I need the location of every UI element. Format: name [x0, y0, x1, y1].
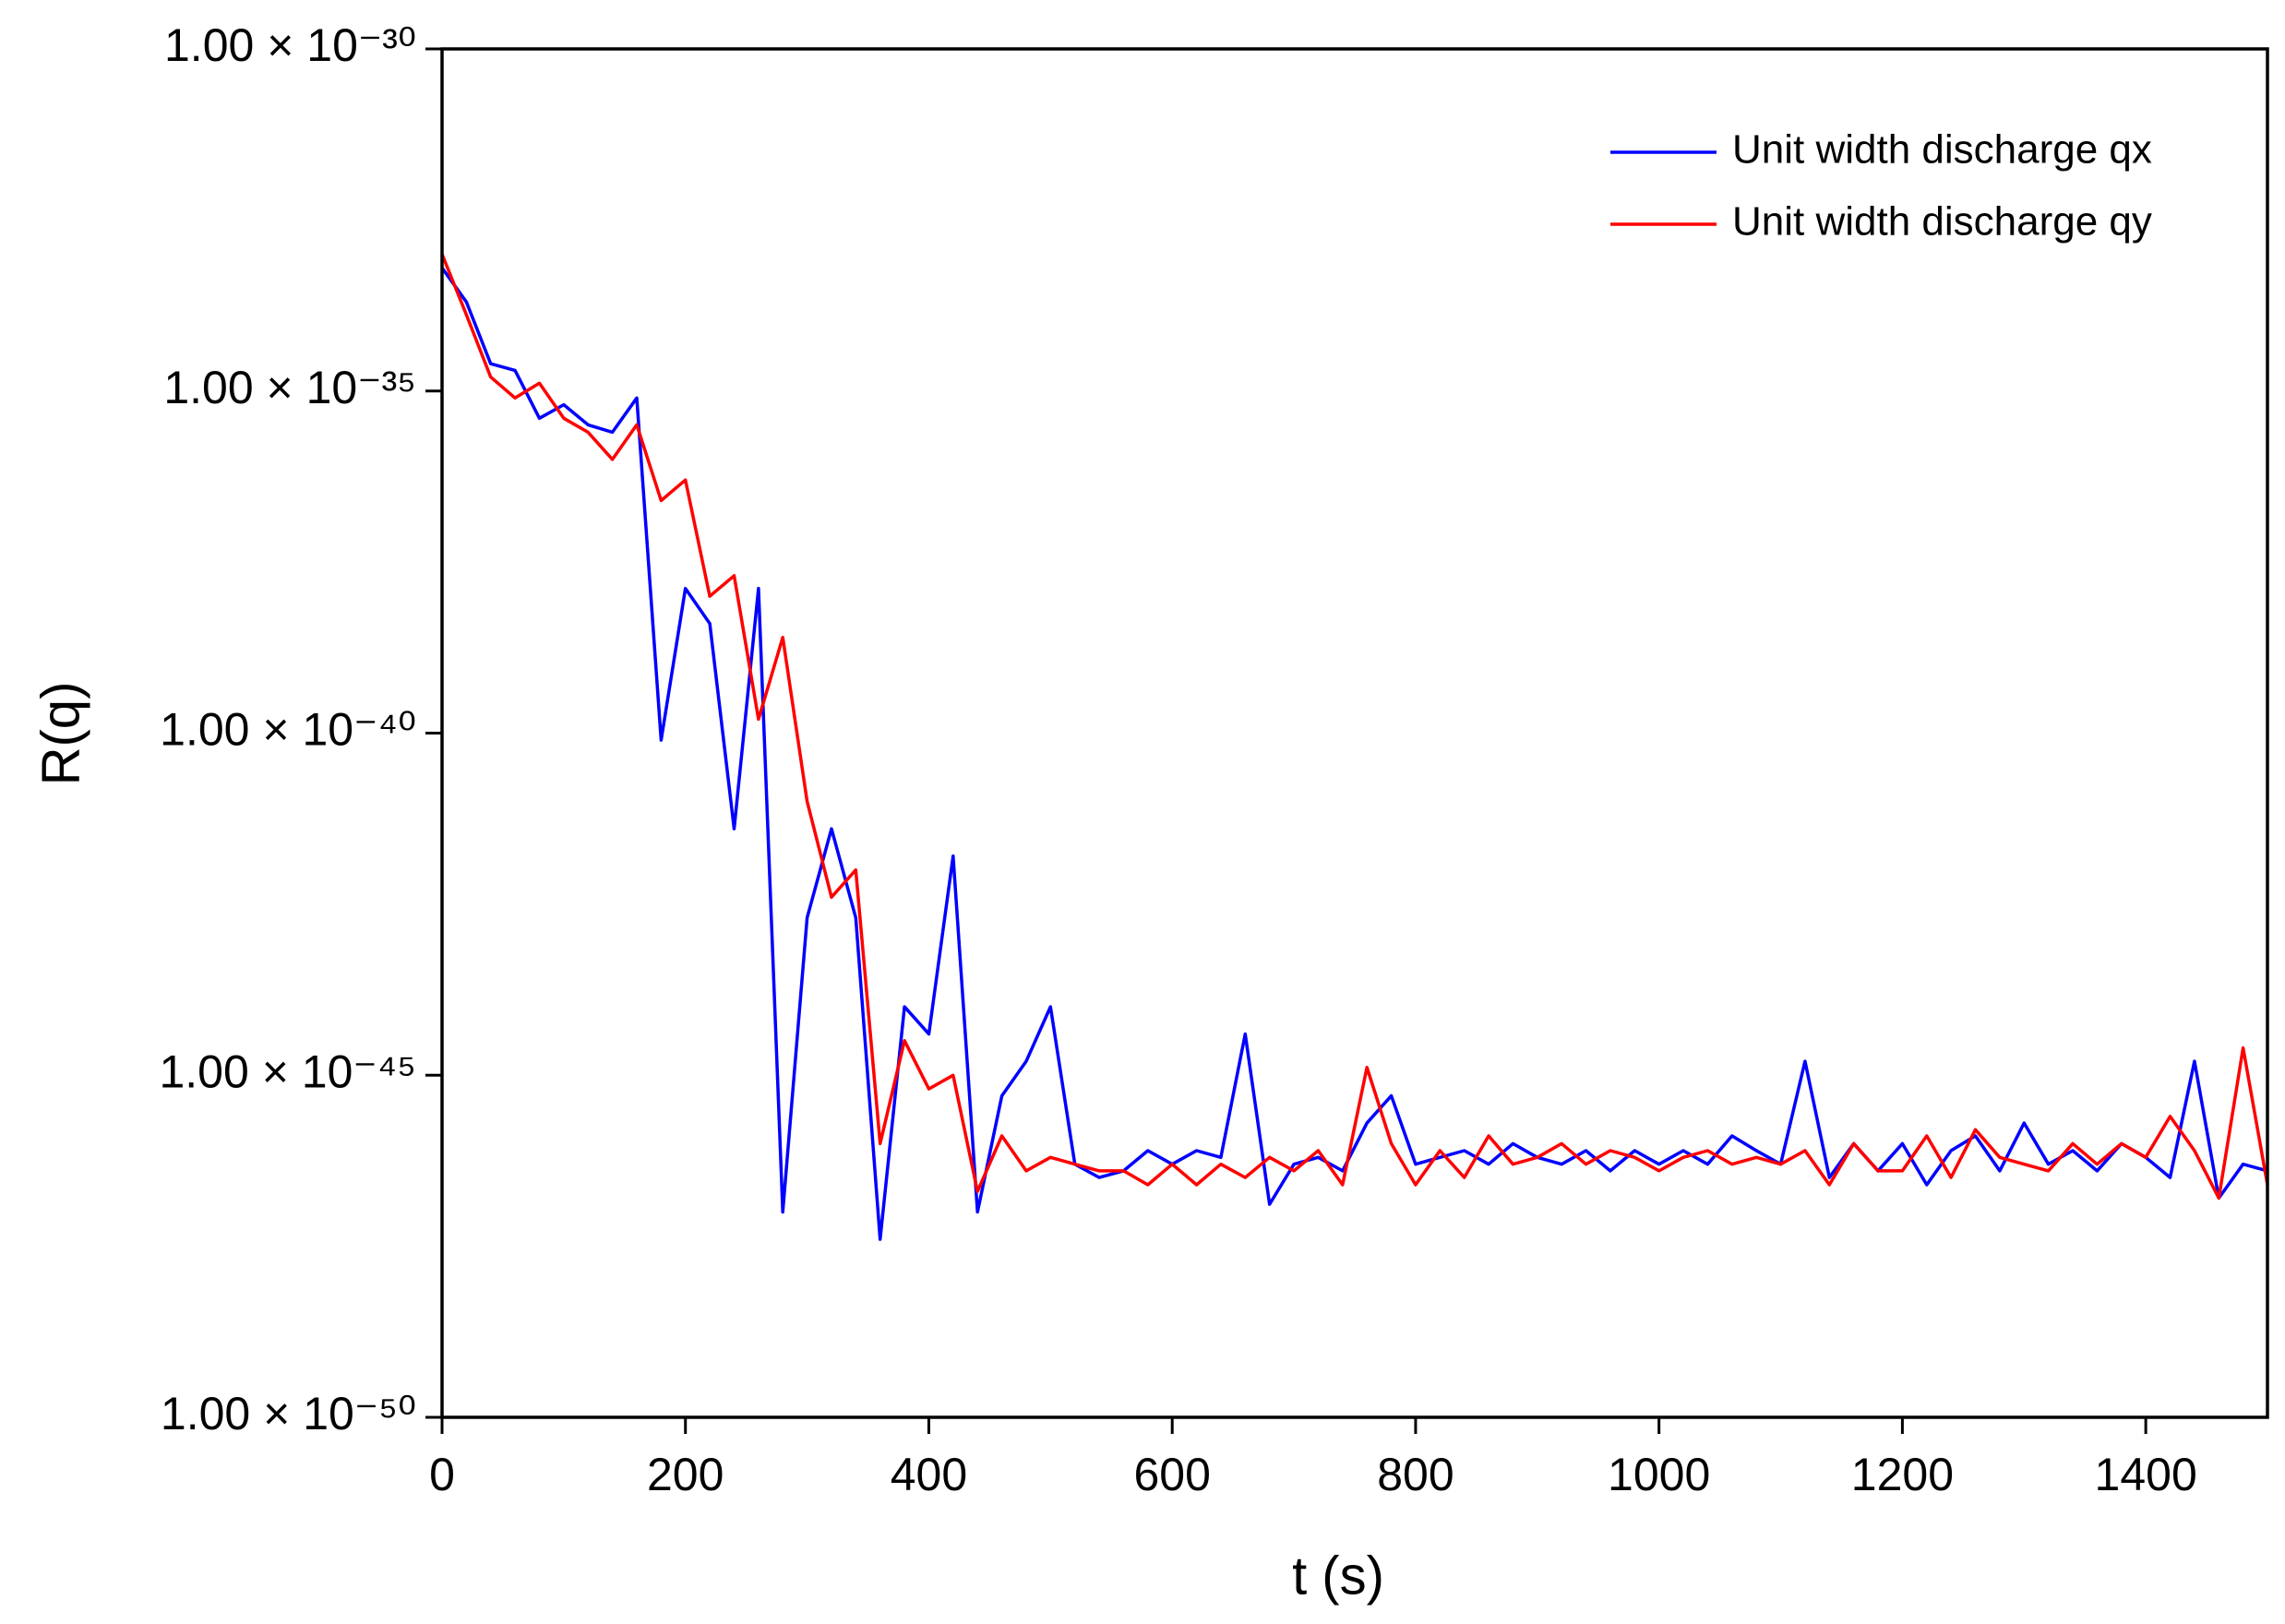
y-tick-label: 1.00 × 10⁻⁵⁰	[161, 1388, 416, 1439]
legend-label: Unit width discharge qy	[1732, 199, 2152, 245]
x-tick-label: 0	[429, 1449, 455, 1500]
x-tick-label: 1000	[1608, 1449, 1710, 1500]
x-tick-label: 400	[891, 1449, 967, 1500]
x-tick-label: 800	[1377, 1449, 1454, 1500]
y-tick-label: 1.00 × 10⁻⁴⁵	[159, 1045, 416, 1097]
y-tick-label: 1.00 × 10⁻³⁰	[164, 19, 416, 71]
x-tick-label: 1400	[2095, 1449, 2197, 1500]
x-tick-label: 1200	[1851, 1449, 1954, 1500]
y-tick-label: 1.00 × 10⁻⁴⁰	[160, 704, 416, 756]
x-tick-label: 200	[647, 1449, 724, 1500]
legend-label: Unit width discharge qx	[1732, 127, 2152, 173]
series-line	[440, 267, 2268, 1241]
series-line	[440, 253, 2269, 1200]
plot-frame	[440, 47, 2269, 1419]
x-tick-label: 600	[1133, 1449, 1210, 1500]
y-axis-label: R(q)	[30, 682, 90, 786]
y-tick-label: 1.00 × 10⁻³⁵	[163, 362, 416, 413]
x-axis-label: t (s)	[1292, 1546, 1384, 1606]
